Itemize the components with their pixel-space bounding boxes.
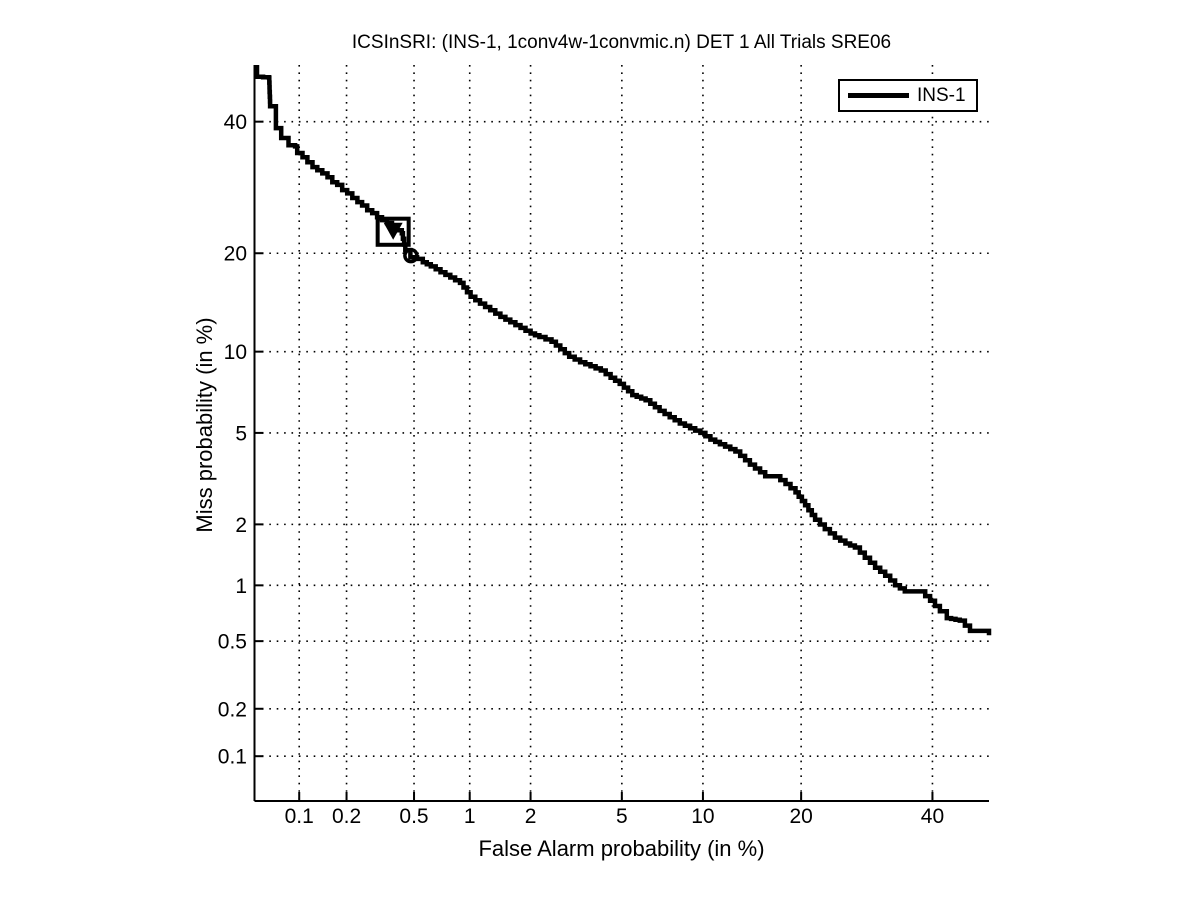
legend: INS-1 [838, 79, 978, 112]
y-tick-label: 0.2 [218, 698, 247, 721]
y-tick-label: 1 [235, 575, 247, 598]
x-tick-label: 0.1 [285, 805, 314, 828]
x-tick-label: 0.2 [332, 805, 361, 828]
x-tick-label: 20 [789, 805, 812, 828]
y-axis-label: Miss probability (in %) [192, 317, 217, 533]
x-tick-label: 40 [921, 805, 944, 828]
y-tick-label: 5 [235, 422, 247, 445]
x-tick-label: 2 [525, 805, 537, 828]
x-tick-label: 10 [691, 805, 714, 828]
y-tick-label: 2 [235, 514, 247, 537]
y-tick-label: 20 [224, 243, 247, 266]
legend-line-sample [848, 93, 909, 98]
x-tick-label: 5 [616, 805, 628, 828]
x-tick-label: 0.5 [399, 805, 428, 828]
y-tick-label: 0.5 [218, 631, 247, 654]
x-axis-label: False Alarm probability (in %) [478, 836, 765, 861]
plot-title: ICSInSRI: (INS-1, 1conv4w-1convmic.n) DE… [351, 32, 892, 53]
y-tick-label: 40 [224, 111, 247, 134]
x-tick-label: 1 [464, 805, 476, 828]
det-curve [254, 65, 992, 636]
triangle-down-marker-icon [383, 222, 403, 240]
circle-marker-icon [403, 247, 419, 264]
y-tick-label: 0.1 [218, 746, 247, 769]
legend-entry-label: INS-1 [917, 85, 966, 106]
square-marker-icon [375, 216, 411, 247]
y-tick-label: 10 [224, 341, 247, 364]
